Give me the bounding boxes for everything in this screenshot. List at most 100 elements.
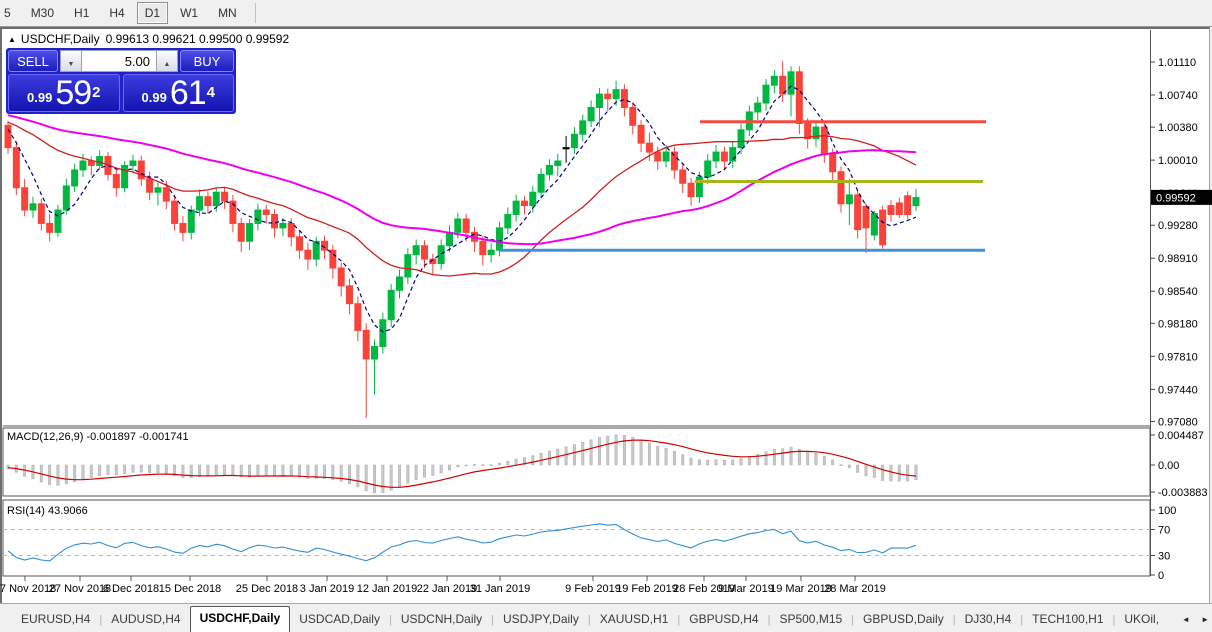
macd-bar xyxy=(697,459,701,466)
chart-tab-usdcad-daily[interactable]: USDCAD,Daily xyxy=(299,612,380,626)
chart-tab-xauusd-h1[interactable]: XAUUSD,H1 xyxy=(599,612,669,626)
price-axis[interactable]: 1.011101.007401.003801.000100.996400.992… xyxy=(1150,57,1212,428)
chart-window[interactable] xyxy=(0,27,1210,603)
macd-bar xyxy=(289,464,293,477)
volume-decrease-button[interactable]: ▼ xyxy=(60,50,82,72)
candle xyxy=(587,106,595,122)
chart-tab-gbpusd-daily[interactable]: GBPUSD,Daily xyxy=(863,612,944,626)
collapse-panel-icon[interactable]: ▲ xyxy=(8,35,16,44)
macd-bar xyxy=(589,439,593,466)
macd-bar xyxy=(198,464,202,477)
candle xyxy=(337,267,345,287)
tab-scroll-right-icon[interactable]: ► xyxy=(1201,615,1209,624)
chart-tab-sp500-m15[interactable]: SP500,M15 xyxy=(779,612,843,626)
timeframe-button-W1[interactable]: W1 xyxy=(180,6,199,20)
buy-price-display[interactable]: 0.99 61 4 xyxy=(122,74,234,112)
timeframe-button-5[interactable]: 5 xyxy=(4,6,11,20)
macd-bar xyxy=(123,464,127,474)
macd-bar xyxy=(914,464,918,480)
candle xyxy=(221,191,229,202)
volume-input[interactable] xyxy=(82,50,156,72)
macd-bar xyxy=(248,464,252,478)
ma-medium-line xyxy=(7,121,917,277)
candle xyxy=(179,222,187,233)
buy-button[interactable]: BUY xyxy=(180,50,234,72)
candle xyxy=(96,156,104,166)
candle xyxy=(12,147,20,189)
candlesticks xyxy=(4,61,920,418)
volume-increase-button[interactable]: ▲ xyxy=(156,50,178,72)
candle xyxy=(437,245,445,265)
candle xyxy=(870,213,878,236)
macd-bar xyxy=(806,451,810,466)
candle xyxy=(720,151,728,162)
macd-bar xyxy=(406,464,410,484)
macd-bar xyxy=(706,459,710,466)
tab-scroll-left-icon[interactable]: ◄ xyxy=(1181,615,1190,624)
rsi-indicator: 100 70 30 0 xyxy=(3,505,1176,582)
macd-bar xyxy=(114,464,118,476)
candle xyxy=(712,151,720,162)
timeframe-button-D1[interactable]: D1 xyxy=(136,2,169,24)
chart-canvas[interactable]: 1.011101.007401.003801.000100.996400.992… xyxy=(0,28,1212,603)
macd-bar xyxy=(781,448,785,466)
candle xyxy=(354,303,362,331)
sell-button[interactable]: SELL xyxy=(8,50,58,72)
candle xyxy=(854,194,862,231)
macd-bar xyxy=(264,464,268,476)
candle xyxy=(604,93,612,100)
macd-label: MACD(12,26,9) -0.001897 -0.001741 xyxy=(7,431,189,443)
candle xyxy=(837,171,845,205)
timeframe-button-M30[interactable]: M30 xyxy=(30,6,55,20)
macd-bar xyxy=(64,464,68,485)
macd-bar xyxy=(889,464,893,482)
chart-tab-audusd-h4[interactable]: AUDUSD,H4 xyxy=(111,612,181,626)
timeframe-button-MN[interactable]: MN xyxy=(218,6,237,20)
chart-tab-usdchf-daily[interactable]: USDCHF,Daily xyxy=(189,606,291,632)
candle xyxy=(312,240,320,260)
macd-bar xyxy=(256,464,260,477)
chart-tab-usdjpy-daily[interactable]: USDJPY,Daily xyxy=(503,612,579,626)
macd-bar xyxy=(622,435,626,466)
candle xyxy=(637,124,645,144)
chart-tab-usdcnh-daily[interactable]: USDCNH,Daily xyxy=(400,612,483,626)
macd-bar xyxy=(839,464,843,466)
macd-bar xyxy=(772,449,776,466)
rsi-axis-label: 0 xyxy=(1158,570,1164,582)
chart-tab-ukoil-[interactable]: UKOil, xyxy=(1124,612,1160,626)
price-axis-label: 0.97440 xyxy=(1158,384,1198,396)
macd-bar xyxy=(398,464,401,488)
macd-bar xyxy=(747,456,751,466)
macd-bar xyxy=(864,464,868,477)
candle xyxy=(454,218,462,233)
date-axis-label: 28 Mar 2019 xyxy=(824,583,886,595)
candle xyxy=(562,147,570,150)
macd-bar xyxy=(73,464,77,483)
candle xyxy=(812,126,820,140)
macd-bar xyxy=(523,457,526,466)
chart-tab-gbpusd-h4[interactable]: GBPUSD,H4 xyxy=(689,612,759,626)
price-axis-label: 0.97810 xyxy=(1158,351,1198,363)
date-axis-label: 6 Dec 2018 xyxy=(103,583,159,595)
timeframe-button-H1[interactable]: H1 xyxy=(74,6,90,20)
price-axis-label: 0.99280 xyxy=(1158,220,1198,232)
candle xyxy=(770,75,778,86)
candle xyxy=(779,75,787,95)
timeframe-button-H4[interactable]: H4 xyxy=(109,6,125,20)
rsi-axis-label: 30 xyxy=(1158,551,1170,563)
rsi-axis-label: 70 xyxy=(1158,525,1170,537)
chart-tab-eurusd-h4[interactable]: EURUSD,H4 xyxy=(21,612,91,626)
candle xyxy=(21,187,29,211)
candle xyxy=(504,214,512,229)
macd-bar xyxy=(314,464,318,479)
candle xyxy=(895,202,903,216)
tab-separator: | xyxy=(491,614,495,626)
chart-tab-dj30-h4[interactable]: DJ30,H4 xyxy=(964,612,1012,626)
candle xyxy=(371,346,379,360)
candle xyxy=(279,222,287,229)
sell-price-display[interactable]: 0.99 59 2 xyxy=(8,74,120,112)
buy-price-prefix: 0.99 xyxy=(141,89,167,105)
chart-tab-tech100-h1[interactable]: TECH100,H1 xyxy=(1032,612,1104,626)
